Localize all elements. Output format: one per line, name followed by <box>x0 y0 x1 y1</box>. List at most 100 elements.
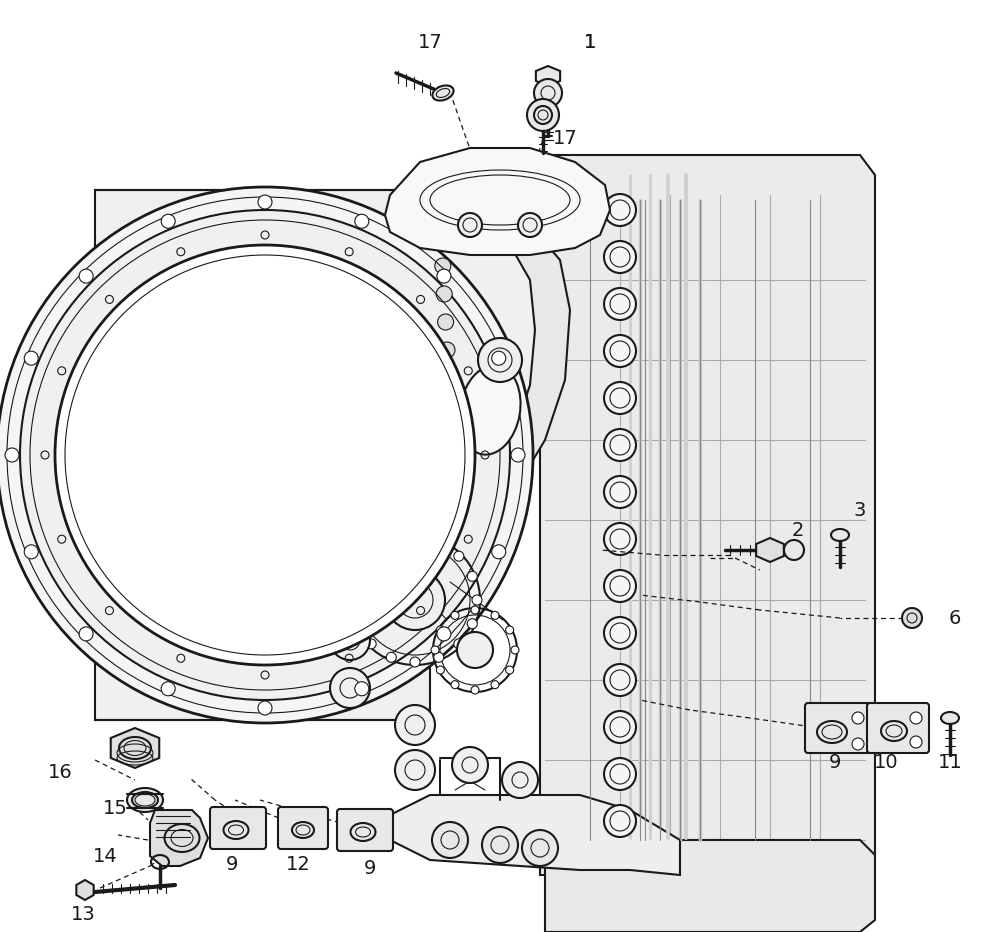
Circle shape <box>527 99 559 131</box>
Ellipse shape <box>113 733 157 763</box>
Circle shape <box>443 426 459 442</box>
Circle shape <box>355 681 369 696</box>
Text: 3: 3 <box>854 500 866 519</box>
Circle shape <box>454 551 464 561</box>
Circle shape <box>491 680 499 689</box>
Circle shape <box>492 545 506 559</box>
Circle shape <box>385 570 445 630</box>
Circle shape <box>386 652 396 663</box>
Circle shape <box>478 338 522 382</box>
Circle shape <box>24 351 38 365</box>
Ellipse shape <box>432 86 454 101</box>
Circle shape <box>852 738 864 750</box>
Circle shape <box>366 638 376 649</box>
Circle shape <box>471 606 479 614</box>
Circle shape <box>410 533 420 543</box>
Circle shape <box>0 187 533 723</box>
Text: 10: 10 <box>874 752 898 772</box>
Circle shape <box>258 195 272 209</box>
Circle shape <box>502 762 538 798</box>
Circle shape <box>472 595 482 605</box>
Circle shape <box>604 523 636 555</box>
Circle shape <box>330 668 370 708</box>
Circle shape <box>438 314 454 330</box>
Polygon shape <box>430 195 570 535</box>
Circle shape <box>55 245 475 665</box>
Text: 13: 13 <box>71 906 95 925</box>
Circle shape <box>902 608 922 628</box>
Text: 9: 9 <box>829 752 841 772</box>
Text: 15: 15 <box>103 799 127 817</box>
Circle shape <box>910 736 922 748</box>
Circle shape <box>604 429 636 461</box>
Text: 12: 12 <box>286 856 310 874</box>
Circle shape <box>442 398 458 414</box>
FancyBboxPatch shape <box>210 807 266 849</box>
Circle shape <box>604 711 636 743</box>
Text: 16: 16 <box>48 762 72 782</box>
Circle shape <box>522 830 558 866</box>
Circle shape <box>604 617 636 649</box>
Circle shape <box>492 351 506 365</box>
Circle shape <box>451 611 459 620</box>
Circle shape <box>355 214 369 228</box>
Circle shape <box>604 194 636 226</box>
Circle shape <box>366 551 376 561</box>
Circle shape <box>434 538 444 548</box>
Circle shape <box>506 626 514 634</box>
Text: 2: 2 <box>792 520 804 540</box>
Circle shape <box>436 626 444 634</box>
Circle shape <box>506 666 514 674</box>
Circle shape <box>161 681 175 696</box>
Circle shape <box>353 571 363 582</box>
Circle shape <box>467 571 477 582</box>
FancyBboxPatch shape <box>278 807 328 849</box>
Text: 9: 9 <box>364 858 376 878</box>
Circle shape <box>445 454 461 470</box>
Circle shape <box>451 680 459 689</box>
Circle shape <box>491 611 499 620</box>
Circle shape <box>436 666 444 674</box>
Text: 6: 6 <box>949 609 961 627</box>
Circle shape <box>353 619 363 629</box>
Polygon shape <box>95 190 560 720</box>
Circle shape <box>432 202 448 218</box>
Circle shape <box>467 619 477 629</box>
Ellipse shape <box>459 365 521 455</box>
Ellipse shape <box>831 529 849 541</box>
Circle shape <box>604 241 636 273</box>
Circle shape <box>435 258 451 274</box>
Circle shape <box>534 79 562 107</box>
FancyBboxPatch shape <box>337 809 393 851</box>
Ellipse shape <box>941 712 959 724</box>
Text: 1: 1 <box>584 33 596 51</box>
Ellipse shape <box>127 788 163 812</box>
Circle shape <box>482 827 518 863</box>
Polygon shape <box>150 810 208 866</box>
Circle shape <box>20 210 510 700</box>
Text: 11: 11 <box>938 752 962 772</box>
Circle shape <box>395 750 435 790</box>
Circle shape <box>604 758 636 790</box>
Circle shape <box>604 382 636 414</box>
Circle shape <box>457 632 493 668</box>
Polygon shape <box>385 148 610 255</box>
Polygon shape <box>111 728 159 768</box>
Circle shape <box>458 213 482 237</box>
Text: 1: 1 <box>584 33 596 51</box>
Circle shape <box>258 701 272 715</box>
Circle shape <box>440 370 456 386</box>
FancyBboxPatch shape <box>867 703 929 753</box>
Circle shape <box>452 747 488 783</box>
Circle shape <box>410 657 420 667</box>
Circle shape <box>604 476 636 508</box>
Circle shape <box>784 540 804 560</box>
Circle shape <box>348 595 358 605</box>
Circle shape <box>446 482 462 498</box>
Circle shape <box>437 269 451 283</box>
Circle shape <box>432 822 468 858</box>
Circle shape <box>604 288 636 320</box>
FancyBboxPatch shape <box>805 703 871 753</box>
Circle shape <box>431 646 439 654</box>
Circle shape <box>604 805 636 837</box>
